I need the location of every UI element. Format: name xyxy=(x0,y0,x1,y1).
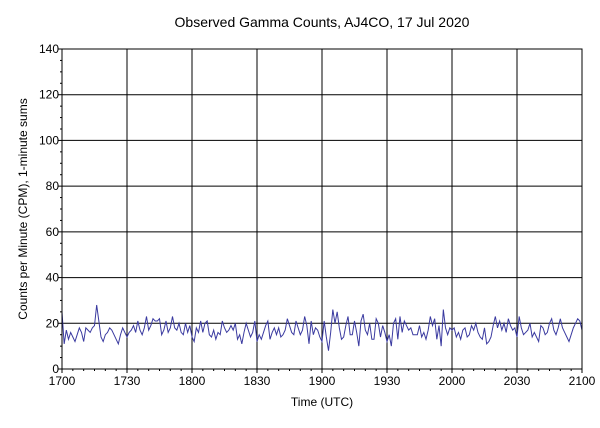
y-tick-label: 120 xyxy=(39,88,59,102)
y-tick-label: 0 xyxy=(52,362,59,376)
y-tick-label: 100 xyxy=(39,133,59,147)
y-tick-label: 20 xyxy=(46,316,60,330)
x-tick-label: 1730 xyxy=(114,374,141,388)
x-axis-tick-labels: 1700 1730 1800 1830 1900 1930 2000 2030 2100 xyxy=(49,374,596,388)
x-tick-label: 1900 xyxy=(309,374,336,388)
y-tick-label: 140 xyxy=(39,42,59,56)
x-tick-label: 2000 xyxy=(439,374,466,388)
y-tick-label: 80 xyxy=(46,179,60,193)
grid-lines xyxy=(58,48,583,373)
chart-title: Observed Gamma Counts, AJ4CO, 17 Jul 202… xyxy=(175,14,470,30)
x-tick-label: 1700 xyxy=(49,374,76,388)
y-axis-tick-labels: 0 20 40 60 80 100 120 140 xyxy=(39,42,59,376)
y-tick-label: 40 xyxy=(46,271,60,285)
x-tick-label: 1830 xyxy=(244,374,271,388)
x-axis-label: Time (UTC) xyxy=(291,395,353,409)
x-tick-label: 2030 xyxy=(504,374,531,388)
x-tick-label: 1800 xyxy=(179,374,206,388)
x-tick-label: 2100 xyxy=(569,374,596,388)
y-tick-label: 60 xyxy=(46,225,60,239)
x-tick-label: 1930 xyxy=(374,374,401,388)
y-axis-label: Counts per Minute (CPM), 1-minute sums xyxy=(16,98,30,319)
plot-frame xyxy=(61,48,583,370)
